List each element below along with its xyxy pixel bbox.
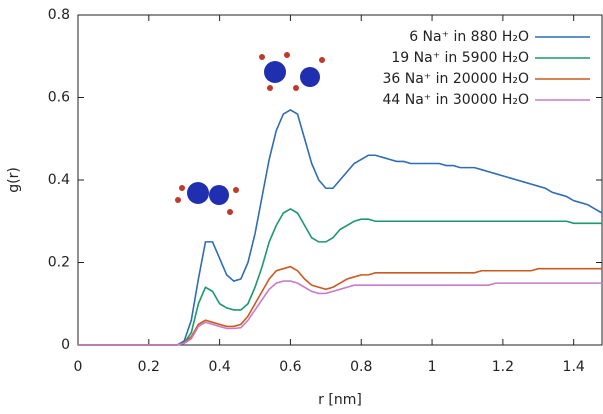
molecule-illustration <box>175 52 325 215</box>
x-axis-label: r [nm] <box>318 392 362 408</box>
x-tick-label: 0 <box>74 359 83 375</box>
y-tick-label: 0.6 <box>48 90 70 106</box>
x-tick-label: 0.6 <box>279 359 301 375</box>
x-tick-label: 1.2 <box>492 359 514 375</box>
data-line <box>78 280 602 346</box>
y-tick-label: 0.2 <box>48 255 70 271</box>
x-tick-label: 1.4 <box>563 359 585 375</box>
x-tick-label: 1 <box>428 359 437 375</box>
x-tick-label: 0.8 <box>350 359 372 375</box>
y-axis-label: g(r) <box>6 167 22 193</box>
legend-label: 19 Na⁺ in 5900 H₂O <box>391 50 529 66</box>
x-tick-label: 0.2 <box>138 359 160 375</box>
data-line <box>78 207 602 346</box>
legend-label: 44 Na⁺ in 30000 H₂O <box>382 92 529 108</box>
y-tick-label: 0.8 <box>48 7 70 23</box>
legend-label: 6 Na⁺ in 880 H₂O <box>409 29 529 45</box>
y-tick-label: 0.4 <box>48 172 70 188</box>
x-tick-label: 0.4 <box>208 359 230 375</box>
data-line <box>78 265 602 346</box>
legend-label: 36 Na⁺ in 20000 H₂O <box>382 71 529 87</box>
data-line <box>78 108 603 346</box>
y-tick-label: 0 <box>61 337 70 353</box>
